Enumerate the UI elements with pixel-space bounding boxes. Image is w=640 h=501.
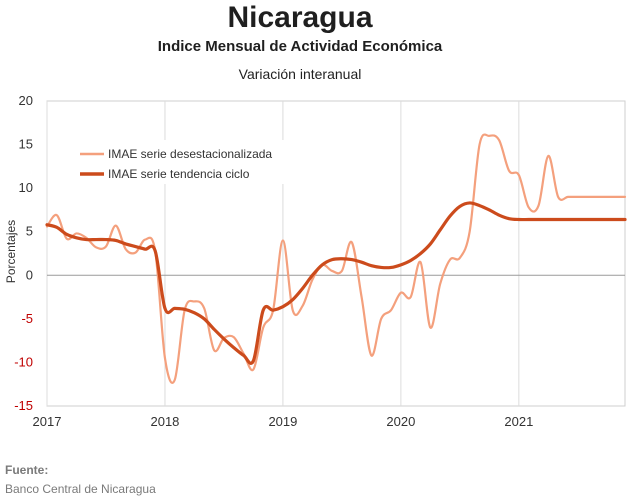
source-text: Banco Central de Nicaragua	[5, 482, 156, 496]
chart-title: Nicaragua	[227, 1, 373, 34]
y-tick-label: 10	[19, 180, 33, 195]
series-line-tendencia-ciclo	[45, 201, 627, 365]
x-tick-label: 2019	[268, 414, 297, 429]
y-tick-label: -10	[14, 354, 33, 369]
y-tick-label: 20	[19, 93, 33, 108]
x-tick-label: 2017	[33, 414, 62, 429]
legend-label: IMAE serie tendencia ciclo	[108, 167, 250, 181]
y-tick-label: -5	[21, 311, 33, 326]
y-tick-label: 0	[26, 267, 33, 282]
y-axis-label: Porcentajes	[4, 220, 18, 283]
y-tick-label: -15	[14, 398, 33, 413]
chart-subtitle-secondary: Variación interanual	[238, 66, 362, 82]
x-tick-label: 2021	[504, 414, 533, 429]
x-tick-label: 2018	[150, 414, 179, 429]
x-tick-label: 2020	[386, 414, 415, 429]
legend-label: IMAE serie desestacionalizada	[108, 147, 272, 161]
legend-box	[75, 140, 285, 184]
y-tick-label: 5	[26, 224, 33, 239]
chart-subtitle: Indice Mensual de Actividad Económica	[157, 38, 443, 55]
source-label: Fuente:	[5, 463, 49, 477]
series-line-desestacionalizada	[45, 133, 627, 384]
y-tick-label: 15	[19, 137, 33, 152]
